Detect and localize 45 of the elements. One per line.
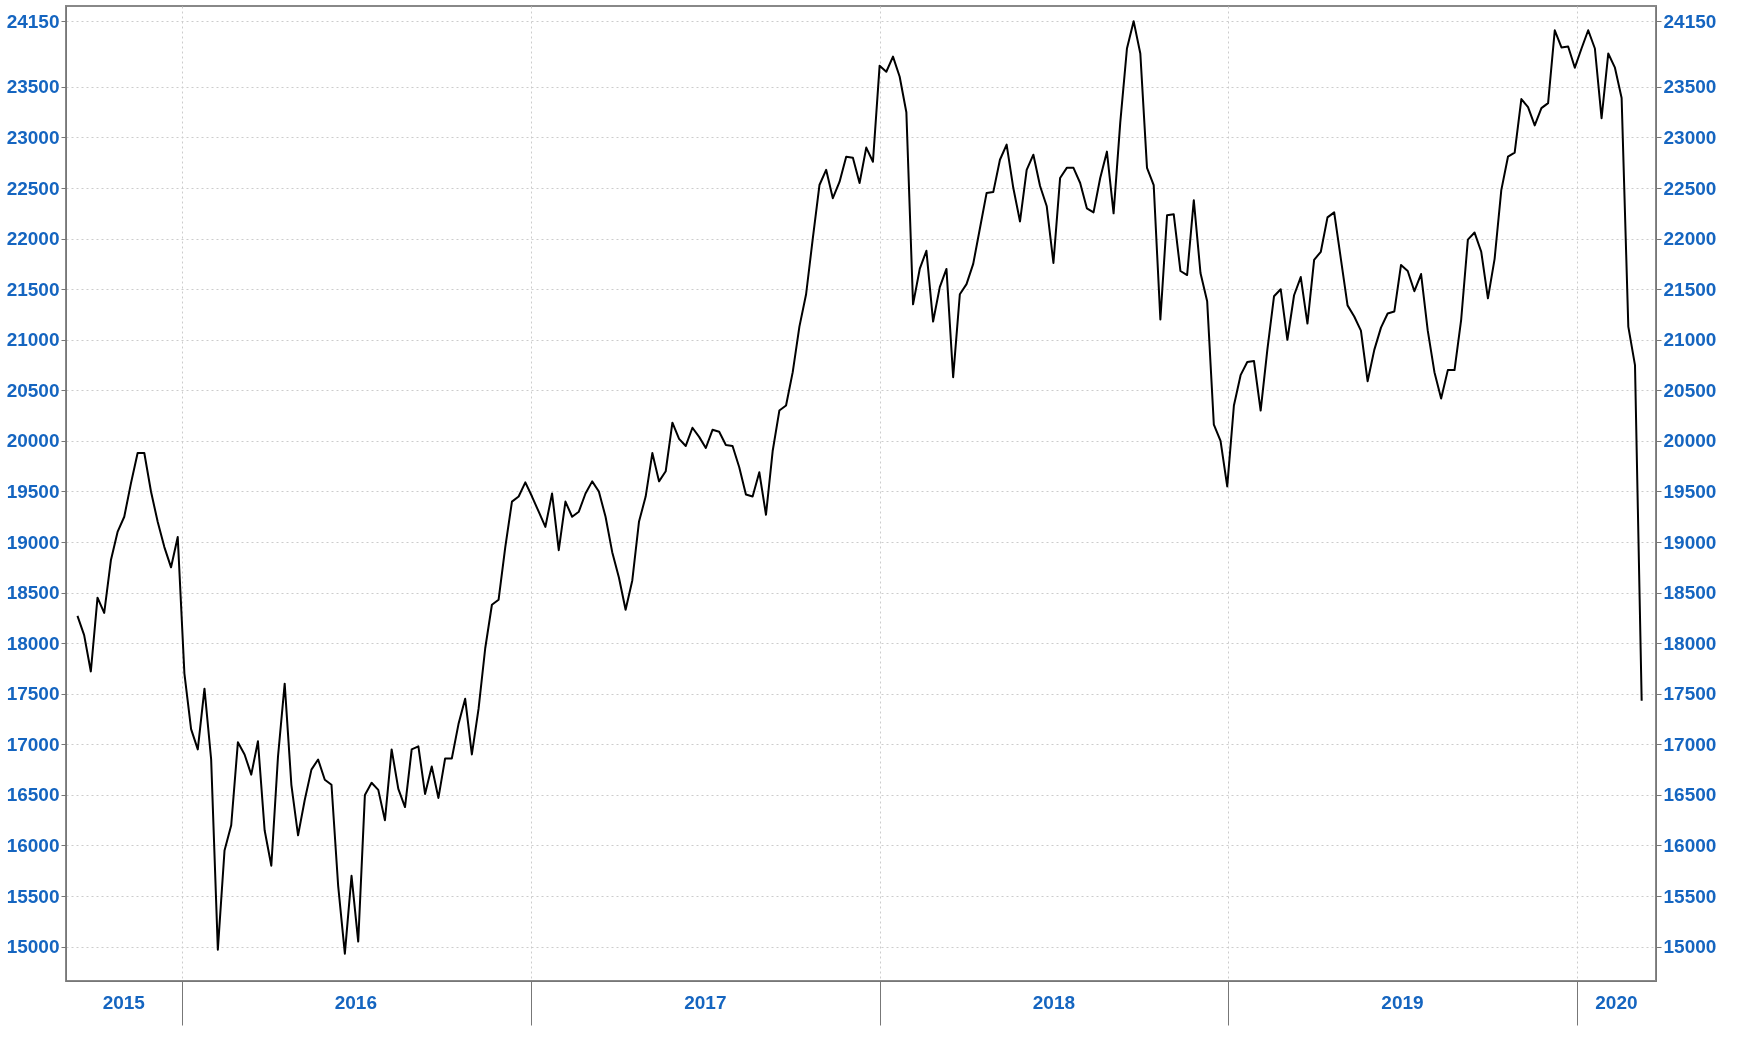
y-tick-label: 24150 xyxy=(6,10,60,32)
x-tick-label: 2020 xyxy=(1595,991,1638,1013)
y-tick-label: 20000 xyxy=(6,430,60,452)
y2-tick-label: 24150 xyxy=(1663,10,1717,32)
y-tick-label: 15500 xyxy=(6,885,60,907)
y-tick-label: 21000 xyxy=(6,329,60,351)
y-tick-label: 18000 xyxy=(6,632,60,654)
y2-tick-label: 18500 xyxy=(1663,582,1717,604)
y-tick-label: 20500 xyxy=(6,379,60,401)
y-tick-label: 22500 xyxy=(6,177,60,199)
y2-tick-label: 17500 xyxy=(1663,683,1717,705)
line-series xyxy=(76,20,1643,955)
y-tick-label: 22000 xyxy=(6,228,60,250)
x-tick-label: 2017 xyxy=(684,991,727,1013)
y2-tick-label: 15500 xyxy=(1663,885,1717,907)
y-tick-label: 23000 xyxy=(6,126,60,148)
y2-tick-label: 23000 xyxy=(1663,126,1717,148)
y-tick-label: 23500 xyxy=(6,76,60,98)
y-tick-label: 16500 xyxy=(6,784,60,806)
y2-tick-label: 21000 xyxy=(1663,329,1717,351)
y-tick-label: 21500 xyxy=(6,278,60,300)
y2-tick-label: 20500 xyxy=(1663,379,1717,401)
y2-tick-label: 19000 xyxy=(1663,531,1717,553)
y2-tick-label: 22500 xyxy=(1663,177,1717,199)
x-tick-label: 2015 xyxy=(102,991,146,1013)
y2-tick-label: 18000 xyxy=(1663,632,1717,654)
x-tick-label: 2018 xyxy=(1032,991,1076,1013)
y2-tick-label: 16000 xyxy=(1663,834,1717,856)
y2-tick-label: 22000 xyxy=(1663,228,1717,250)
y2-tick-label: 21500 xyxy=(1663,278,1717,300)
y2-tick-label: 20000 xyxy=(1663,430,1717,452)
y-tick-label: 17500 xyxy=(6,683,60,705)
y-tick-label: 15000 xyxy=(6,936,60,958)
y-tick-label: 17000 xyxy=(6,733,60,755)
y2-tick-label: 19500 xyxy=(1663,480,1717,502)
y2-tick-label: 17000 xyxy=(1663,733,1717,755)
y2-tick-label: 23500 xyxy=(1663,76,1717,98)
x-tick-label: 2016 xyxy=(334,991,377,1013)
y2-tick-label: 16500 xyxy=(1663,784,1717,806)
y-tick-label: 18500 xyxy=(6,582,60,604)
y-tick-label: 16000 xyxy=(6,834,60,856)
y2-tick-label: 15000 xyxy=(1663,936,1717,958)
y-tick-label: 19000 xyxy=(6,531,60,553)
x-tick-label: 2019 xyxy=(1381,991,1424,1013)
y-tick-label: 19500 xyxy=(6,480,60,502)
